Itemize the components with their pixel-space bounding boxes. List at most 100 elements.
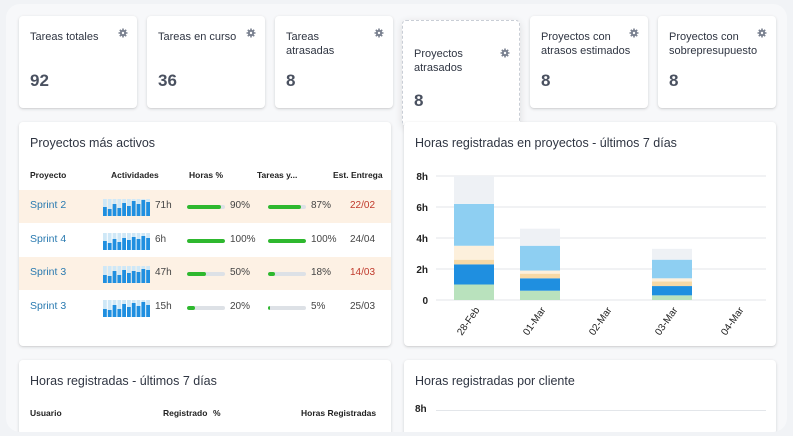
progress-fill xyxy=(268,238,306,243)
kpi-card-tasks-in-progress[interactable]: Tareas en curso 36 xyxy=(147,16,265,108)
sparkline-bar xyxy=(131,201,136,216)
gear-icon[interactable] xyxy=(374,28,384,38)
bar-segment xyxy=(520,273,560,279)
sparkline-track xyxy=(107,199,112,216)
bar-segment xyxy=(454,176,494,204)
sparkline-bar xyxy=(117,241,122,250)
sparkline-bar xyxy=(146,202,150,216)
sparkline-bar xyxy=(112,238,117,250)
hours-projects-panel: Horas registradas en proyectos - últimos… xyxy=(404,122,776,346)
column-header-hours[interactable]: Horas % xyxy=(189,170,224,180)
gear-icon[interactable] xyxy=(118,28,128,38)
panel-title: Horas registradas - últimos 7 días xyxy=(30,374,217,388)
kpi-card-total-tasks[interactable]: Tareas totales 92 xyxy=(19,16,137,108)
kpi-value: 92 xyxy=(30,71,49,90)
kpi-value: 8 xyxy=(669,71,679,90)
sparkline-bar xyxy=(131,271,136,283)
kpi-card-estimated-delays[interactable]: Proyectos con atrasos estimados 8 xyxy=(530,16,648,108)
y-tick-label: 2h xyxy=(416,265,428,276)
progress-fill xyxy=(187,238,225,243)
bar-segment xyxy=(454,203,494,246)
activity-hours: 47h xyxy=(155,267,172,278)
column-header-user[interactable]: Usuario xyxy=(30,408,62,418)
sparkline-bar xyxy=(112,271,117,283)
sparkline-bar xyxy=(127,239,131,250)
panel-title: Horas registradas por cliente xyxy=(415,374,575,388)
project-link[interactable]: Sprint 3 xyxy=(30,266,67,278)
kpi-card-over-budget[interactable]: Proyectos con sobrepresupuesto 8 xyxy=(658,16,776,108)
tasks-progress-bar xyxy=(268,272,306,276)
y-tick-label: 6h xyxy=(416,203,428,214)
sparkline-bar xyxy=(112,204,117,216)
sparkline-bar xyxy=(112,304,117,317)
gear-icon[interactable] xyxy=(500,48,510,58)
bar-segment xyxy=(520,245,560,271)
activity-sparkline xyxy=(103,299,150,317)
bar-segment xyxy=(520,270,560,274)
sparkline-bar xyxy=(122,203,126,216)
activity-sparkline xyxy=(103,266,150,283)
kpi-card-overdue-projects[interactable]: Proyectos atrasados 8 xyxy=(402,20,520,126)
sparkline-track xyxy=(117,266,122,283)
tasks-percent: 100% xyxy=(311,233,337,245)
active-projects-panel: Proyectos más activos Proyecto Actividad… xyxy=(19,122,391,346)
y-tick-label: 8h xyxy=(415,404,427,415)
sparkline-bar xyxy=(141,301,146,317)
column-header-hours-registered[interactable]: Horas Registradas xyxy=(301,408,377,418)
sparkline-bar xyxy=(122,303,126,317)
tasks-percent: 18% xyxy=(311,267,332,278)
table-row[interactable]: Sprint 3 47h 50% 18% 14/03 xyxy=(19,257,391,290)
hours-percent: 100% xyxy=(230,233,256,245)
gear-icon[interactable] xyxy=(757,28,767,38)
table-row[interactable]: Sprint 3 15h 20% 5% 25/03 xyxy=(19,291,391,324)
gear-icon[interactable] xyxy=(629,28,639,38)
kpi-value: 8 xyxy=(286,71,296,90)
project-link[interactable]: Sprint 4 xyxy=(30,232,67,245)
column-header-activities[interactable]: Actividades xyxy=(111,170,159,180)
hours-progress-bar xyxy=(187,238,225,243)
hours-projects-chart: 0 2h 4h 6h 8h 28-Feb 01-Mar 02-Mar 03-Mar 04-Mar xyxy=(416,172,766,338)
sparkline-bar xyxy=(117,275,122,283)
column-header-percent[interactable]: % xyxy=(213,408,221,418)
activity-sparkline xyxy=(103,232,150,250)
progress-fill xyxy=(187,205,222,209)
kpi-value: 36 xyxy=(158,71,177,90)
activity-sparkline xyxy=(103,199,150,216)
project-link[interactable]: Sprint 3 xyxy=(30,299,67,312)
tasks-progress-bar xyxy=(268,238,306,243)
kpi-card-overdue-tasks[interactable]: Tareas atrasadas 8 xyxy=(275,16,393,108)
delivery-date: 22/02 xyxy=(350,200,376,211)
table-row[interactable]: Sprint 2 71h 90% 87% 22/02 xyxy=(19,190,391,223)
y-tick-label: 4h xyxy=(416,234,428,245)
sparkline-bar xyxy=(103,240,107,250)
hours-clients-panel: Horas registradas por cliente 8h xyxy=(404,360,776,432)
sparkline-bar xyxy=(103,308,107,317)
column-header-project[interactable]: Proyecto xyxy=(30,170,67,180)
sparkline-track xyxy=(107,266,112,283)
table-row[interactable]: Sprint 4 6h 100% 100% 24/04 xyxy=(19,224,391,257)
sparkline-bar xyxy=(127,273,131,283)
column-header-registered[interactable]: Registrado xyxy=(163,408,208,418)
sparkline-bar xyxy=(103,207,107,216)
sparkline-track xyxy=(107,232,112,250)
hours-progress-bar xyxy=(187,205,225,209)
sparkline-track xyxy=(117,299,122,317)
bar-segment xyxy=(454,259,494,265)
bar-segment xyxy=(520,278,560,291)
sparkline-bar xyxy=(122,237,126,250)
bar-segment xyxy=(652,286,692,296)
sparkline-bar xyxy=(127,206,131,216)
kpi-title: Proyectos atrasados xyxy=(414,48,463,74)
project-link[interactable]: Sprint 2 xyxy=(30,199,67,211)
column-header-tasks[interactable]: Tareas y... xyxy=(257,170,298,180)
y-tick-label: 0 xyxy=(422,296,428,307)
gear-icon[interactable] xyxy=(246,28,256,38)
hours-percent: 90% xyxy=(230,200,251,211)
sparkline-bar xyxy=(141,200,146,216)
bar-segment xyxy=(652,248,692,260)
bar-segment xyxy=(454,245,494,260)
x-tick-label: 04-Mar xyxy=(719,305,747,338)
column-header-delivery[interactable]: Est. Entrega xyxy=(333,170,383,180)
hours-progress-bar xyxy=(187,272,225,276)
hours-percent: 50% xyxy=(230,267,251,278)
